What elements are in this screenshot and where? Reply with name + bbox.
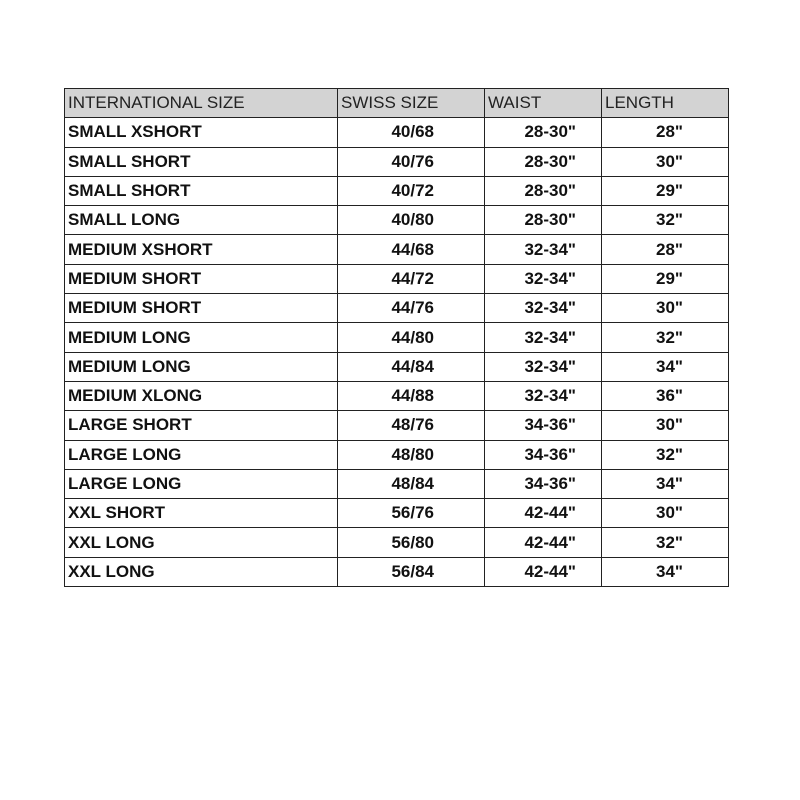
waist-cell: 42-44" [484,556,602,588]
table-row: MEDIUM LONG 44/84 32-34" 34" [64,351,729,382]
table-row: LARGE LONG 48/84 34-36" 34" [64,468,729,500]
swiss-size-cell: 44/72 [337,263,485,295]
table-row: LARGE LONG 48/80 34-36" 32" [64,439,729,470]
length-cell: 30" [601,293,729,324]
swiss-size-cell: 44/88 [337,380,485,412]
table-row: LARGE SHORT 48/76 34-36" 30" [64,410,729,441]
waist-cell: 32-34" [484,234,602,265]
international-size-cell: LARGE SHORT [64,410,338,441]
length-cell: 32" [601,527,729,558]
waist-cell: 32-34" [484,380,602,412]
swiss-size-cell: 56/76 [337,498,485,529]
international-size-cell: XXL LONG [64,556,338,588]
waist-cell: 42-44" [484,527,602,558]
international-size-cell: XXL LONG [64,527,338,558]
swiss-size-cell: 56/80 [337,527,485,558]
table-row: XXL LONG 56/80 42-44" 32" [64,527,729,558]
waist-cell: 42-44" [484,498,602,529]
swiss-size-cell: 48/76 [337,410,485,441]
international-size-cell: XXL SHORT [64,498,338,529]
international-size-cell: MEDIUM SHORT [64,293,338,324]
header-waist: WAIST [484,87,602,119]
swiss-size-cell: 44/80 [337,322,485,353]
length-cell: 32" [601,322,729,353]
size-chart-table: INTERNATIONAL SIZE SWISS SIZE WAIST LENG… [64,87,729,588]
table-row: XXL LONG 56/84 42-44" 34" [64,556,729,588]
header-swiss-size: SWISS SIZE [337,87,485,119]
table-row: MEDIUM LONG 44/80 32-34" 32" [64,322,729,353]
length-cell: 34" [601,468,729,500]
international-size-cell: MEDIUM XSHORT [64,234,338,265]
international-size-cell: MEDIUM LONG [64,322,338,353]
waist-cell: 34-36" [484,439,602,470]
swiss-size-cell: 44/76 [337,293,485,324]
length-cell: 29" [601,263,729,295]
waist-cell: 32-34" [484,293,602,324]
waist-cell: 28-30" [484,146,602,177]
table-row: MEDIUM SHORT 44/76 32-34" 30" [64,293,729,324]
waist-cell: 32-34" [484,322,602,353]
swiss-size-cell: 40/72 [337,175,485,207]
swiss-size-cell: 48/84 [337,468,485,500]
length-cell: 30" [601,146,729,177]
header-international-size: INTERNATIONAL SIZE [64,87,338,119]
table-row: MEDIUM XSHORT 44/68 32-34" 28" [64,234,729,265]
table-row: MEDIUM XLONG 44/88 32-34" 36" [64,380,729,412]
swiss-size-cell: 40/68 [337,117,485,148]
length-cell: 32" [601,439,729,470]
table-row: SMALL XSHORT 40/68 28-30" 28" [64,117,729,148]
international-size-cell: SMALL XSHORT [64,117,338,148]
length-cell: 28" [601,117,729,148]
table-row: MEDIUM SHORT 44/72 32-34" 29" [64,263,729,295]
table-row: SMALL SHORT 40/76 28-30" 30" [64,146,729,177]
waist-cell: 28-30" [484,117,602,148]
waist-cell: 28-30" [484,205,602,236]
length-cell: 34" [601,556,729,588]
swiss-size-cell: 44/84 [337,351,485,382]
length-cell: 34" [601,351,729,382]
swiss-size-cell: 40/76 [337,146,485,177]
length-cell: 32" [601,205,729,236]
length-cell: 30" [601,410,729,441]
international-size-cell: SMALL SHORT [64,146,338,177]
international-size-cell: SMALL LONG [64,205,338,236]
swiss-size-cell: 48/80 [337,439,485,470]
swiss-size-cell: 56/84 [337,556,485,588]
international-size-cell: SMALL SHORT [64,175,338,207]
international-size-cell: MEDIUM SHORT [64,263,338,295]
length-cell: 28" [601,234,729,265]
swiss-size-cell: 40/80 [337,205,485,236]
header-length: LENGTH [601,87,729,119]
international-size-cell: MEDIUM XLONG [64,380,338,412]
swiss-size-cell: 44/68 [337,234,485,265]
length-cell: 30" [601,498,729,529]
table-row: SMALL SHORT 40/72 28-30" 29" [64,175,729,207]
international-size-cell: MEDIUM LONG [64,351,338,382]
waist-cell: 28-30" [484,175,602,207]
waist-cell: 34-36" [484,468,602,500]
waist-cell: 34-36" [484,410,602,441]
international-size-cell: LARGE LONG [64,468,338,500]
table-row: XXL SHORT 56/76 42-44" 30" [64,498,729,529]
header-row: INTERNATIONAL SIZE SWISS SIZE WAIST LENG… [64,87,729,119]
waist-cell: 32-34" [484,351,602,382]
length-cell: 36" [601,380,729,412]
length-cell: 29" [601,175,729,207]
table-row: SMALL LONG 40/80 28-30" 32" [64,205,729,236]
waist-cell: 32-34" [484,263,602,295]
international-size-cell: LARGE LONG [64,439,338,470]
